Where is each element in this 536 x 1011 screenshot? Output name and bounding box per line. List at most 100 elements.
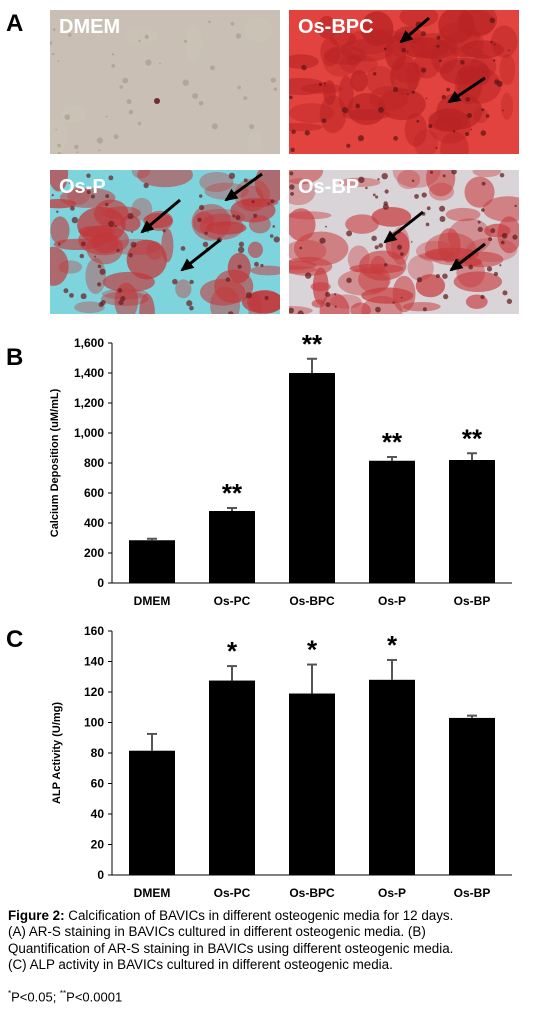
stain-speck bbox=[477, 226, 483, 232]
stain-speck bbox=[232, 214, 236, 218]
micrograph-os-bp-image bbox=[289, 170, 519, 314]
stain-blob bbox=[428, 182, 455, 201]
stain-speck bbox=[98, 149, 101, 152]
arrowhead bbox=[447, 90, 462, 104]
stain-blob bbox=[350, 302, 371, 314]
y-tick-label: 0 bbox=[97, 868, 104, 882]
stain-blob bbox=[434, 115, 462, 132]
stain-blob bbox=[392, 275, 416, 313]
stain-speck bbox=[325, 302, 331, 308]
sig-mark-2: ** bbox=[59, 989, 67, 998]
y-tick-label: 160 bbox=[84, 624, 104, 638]
stain-speck bbox=[143, 182, 149, 189]
stain-speck bbox=[499, 172, 505, 178]
stain-blob bbox=[466, 237, 518, 263]
stain-speck bbox=[113, 134, 119, 140]
stain-speck bbox=[435, 273, 441, 279]
stain-speck bbox=[114, 225, 117, 228]
stain-blob bbox=[289, 122, 323, 132]
stain-speck bbox=[291, 129, 296, 134]
bar bbox=[289, 373, 335, 583]
stain-speck bbox=[466, 112, 472, 119]
stain-speck bbox=[289, 307, 294, 314]
stain-blob bbox=[361, 296, 403, 314]
figure-caption: Figure 2: Calcification of BAVICs in dif… bbox=[8, 908, 532, 974]
stain-speck bbox=[442, 174, 446, 178]
stain-speck bbox=[334, 305, 337, 308]
sig-mark-1: * bbox=[8, 989, 12, 998]
stain-blob bbox=[139, 293, 155, 314]
micrograph-label: Os-BP bbox=[298, 176, 360, 198]
stain-speck bbox=[245, 292, 252, 299]
stain-speck bbox=[97, 264, 102, 269]
stain-speck bbox=[56, 210, 59, 213]
significance-marker: * bbox=[307, 635, 318, 665]
stain-speck bbox=[321, 118, 327, 124]
y-tick-label: 800 bbox=[84, 456, 104, 470]
stain-blob bbox=[449, 47, 485, 58]
stain-blob bbox=[199, 171, 234, 193]
stain-speck bbox=[301, 64, 307, 71]
stain-speck bbox=[377, 178, 380, 181]
stain-speck bbox=[264, 295, 269, 301]
stain-speck bbox=[209, 65, 215, 71]
stain-speck bbox=[57, 59, 60, 62]
stain-speck bbox=[481, 181, 486, 186]
x-tick-label: Os-PC bbox=[214, 886, 251, 900]
stain-speck bbox=[86, 190, 91, 195]
stain-blob bbox=[289, 306, 313, 314]
bar bbox=[369, 460, 415, 583]
stain-speck bbox=[325, 291, 331, 297]
stain-speck bbox=[52, 28, 56, 32]
stain-speck bbox=[422, 307, 427, 312]
x-tick-label: Os-P bbox=[378, 594, 406, 608]
stain-blob bbox=[50, 199, 77, 209]
stain-speck bbox=[128, 252, 133, 258]
stain-speck bbox=[186, 300, 193, 307]
stain-speck bbox=[372, 72, 377, 76]
stain-blob bbox=[371, 206, 412, 227]
arrowhead bbox=[449, 258, 464, 272]
y-tick-label: 20 bbox=[91, 838, 105, 852]
y-tick-label: 200 bbox=[84, 546, 104, 560]
stain-blob bbox=[339, 54, 378, 74]
y-axis-label: ALP Activity (U/mg) bbox=[51, 702, 63, 804]
stain-speck bbox=[512, 234, 518, 240]
bar bbox=[449, 717, 495, 875]
stain-speck bbox=[489, 17, 496, 24]
stain-speck bbox=[436, 44, 440, 48]
stain-speck bbox=[426, 206, 431, 211]
stain-speck bbox=[126, 99, 132, 105]
stain-blob bbox=[210, 286, 241, 314]
stain-speck bbox=[346, 277, 352, 284]
stain-speck bbox=[105, 202, 109, 207]
stain-speck bbox=[441, 94, 446, 100]
stain-blob bbox=[472, 170, 501, 178]
stain-speck bbox=[57, 143, 61, 148]
stain-speck bbox=[446, 87, 451, 92]
stain-speck bbox=[416, 277, 423, 283]
stain-blob bbox=[247, 241, 263, 259]
stain-speck bbox=[117, 288, 123, 293]
significance-marker: ** bbox=[222, 478, 243, 508]
stain-blob bbox=[447, 218, 492, 255]
stain-speck bbox=[384, 263, 388, 267]
stain-speck bbox=[230, 21, 235, 26]
stain-speck bbox=[172, 278, 178, 285]
stain-blob bbox=[319, 95, 347, 134]
stain-speck bbox=[488, 237, 493, 242]
stain-blob bbox=[289, 239, 327, 263]
stain-speck bbox=[237, 85, 241, 90]
y-tick-label: 1,000 bbox=[74, 426, 104, 440]
stain-speck bbox=[393, 136, 398, 141]
stain-blob bbox=[445, 207, 481, 222]
stain-blob bbox=[289, 178, 316, 206]
stain-speck bbox=[80, 241, 86, 247]
caption-text-1: Calcification of BAVICs in different ost… bbox=[68, 908, 454, 923]
significance-marker: ** bbox=[462, 423, 483, 453]
micrograph-os-bp: Os-BP bbox=[289, 170, 519, 314]
stain-speck bbox=[439, 205, 446, 212]
stain-speck bbox=[272, 225, 276, 228]
stain-blob bbox=[329, 30, 357, 47]
y-tick-label: 60 bbox=[91, 777, 105, 791]
